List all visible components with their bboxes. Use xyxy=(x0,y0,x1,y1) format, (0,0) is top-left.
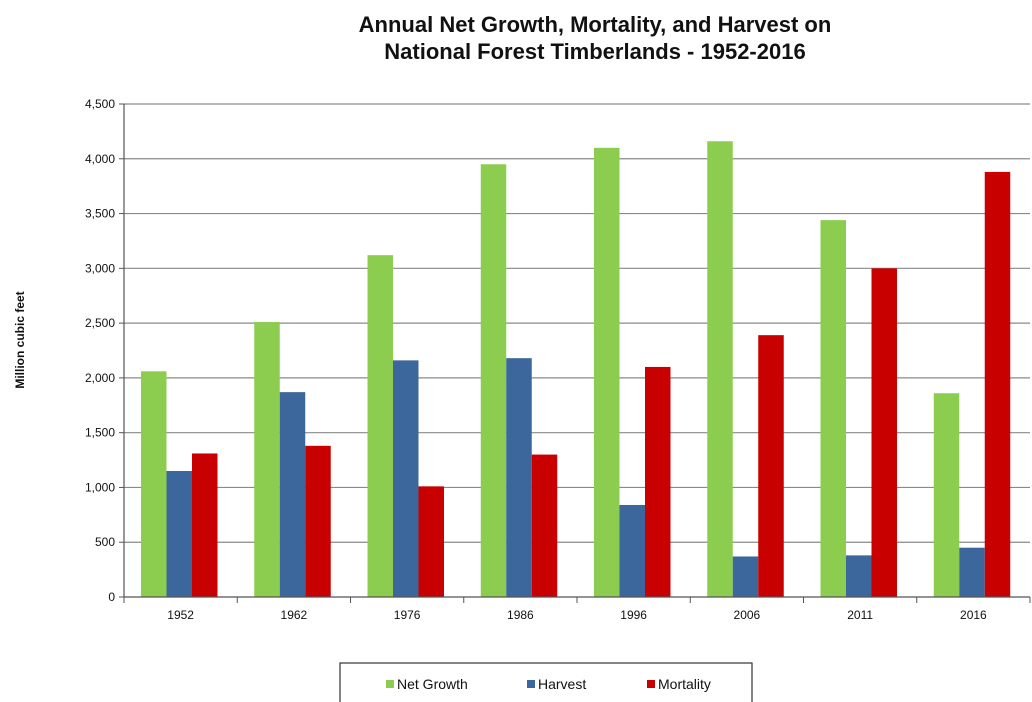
bar-mortality-1976 xyxy=(418,486,444,597)
bar-net-growth-1952 xyxy=(141,371,167,597)
bar-harvest-2011 xyxy=(846,555,872,597)
bar-net-growth-1962 xyxy=(254,322,280,597)
y-tick-label: 2,000 xyxy=(85,371,115,385)
bar-harvest-1976 xyxy=(393,360,419,597)
bar-net-growth-2011 xyxy=(820,220,846,597)
y-tick-label: 4,000 xyxy=(85,152,115,166)
bar-harvest-1996 xyxy=(619,504,645,597)
bar-net-growth-1976 xyxy=(367,255,393,598)
bar-mortality-1996 xyxy=(645,366,671,597)
bar-mortality-1962 xyxy=(305,445,331,597)
bar-mortality-2006 xyxy=(758,335,784,597)
y-tick-label: 500 xyxy=(95,535,115,549)
y-axis-label: Million cubic feet xyxy=(13,291,27,388)
y-tick-label: 2,500 xyxy=(85,316,115,330)
y-tick-label: 3,500 xyxy=(85,207,115,221)
bar-mortality-2011 xyxy=(871,268,897,597)
chart-title-line-2: National Forest Timberlands - 1952-2016 xyxy=(384,39,805,64)
bar-harvest-1952 xyxy=(166,471,192,597)
legend-label-mortality: Mortality xyxy=(658,676,711,692)
legend-swatch-net-growth xyxy=(386,680,394,688)
x-tick-label: 1986 xyxy=(507,608,534,622)
x-axis-ticks: 1952 1962 1976 1986 1996 2006 2011 2016 xyxy=(123,597,1031,622)
x-tick-label: 1996 xyxy=(620,608,647,622)
x-tick-label: 2011 xyxy=(847,608,873,622)
y-tick-label: 1,000 xyxy=(85,480,115,494)
y-tick-label: 4,500 xyxy=(85,97,115,111)
bar-harvest-2006 xyxy=(732,556,759,597)
bar-harvest-1962 xyxy=(279,392,306,597)
x-tick-label: 2006 xyxy=(734,608,761,622)
y-tick-label: 3,000 xyxy=(85,261,115,275)
x-tick-label: 1952 xyxy=(167,608,194,622)
bar-harvest-2016 xyxy=(959,547,985,597)
legend-box xyxy=(339,662,753,702)
bar-net-growth-2006 xyxy=(707,141,733,597)
bar-mortality-1986 xyxy=(531,454,558,597)
bar-mortality-1952 xyxy=(192,453,218,597)
bars xyxy=(141,141,1011,598)
legend-swatch-mortality xyxy=(647,680,655,688)
legend-label-net-growth: Net Growth xyxy=(397,676,468,692)
bar-mortality-2016 xyxy=(984,171,1011,597)
bar-net-growth-1986 xyxy=(480,164,507,597)
bar-harvest-1986 xyxy=(506,358,532,597)
legend-label-harvest: Harvest xyxy=(538,676,586,692)
chart-title-line-1: Annual Net Growth, Mortality, and Harves… xyxy=(359,12,832,37)
x-tick-label: 1976 xyxy=(394,608,421,622)
y-tick-label: 0 xyxy=(108,590,115,604)
y-axis-ticks: 0 500 1,000 1,500 2,000 2,500 3,000 3,500 4,000 4… xyxy=(85,97,124,604)
bar-net-growth-1996 xyxy=(594,147,620,598)
x-tick-label: 2016 xyxy=(960,608,987,622)
y-tick-label: 1,500 xyxy=(85,426,115,440)
bar-net-growth-2016 xyxy=(933,393,960,597)
x-tick-label: 1962 xyxy=(281,608,308,622)
legend: Net Growth Harvest Mortality xyxy=(339,662,753,702)
legend-swatch-harvest xyxy=(527,680,535,688)
